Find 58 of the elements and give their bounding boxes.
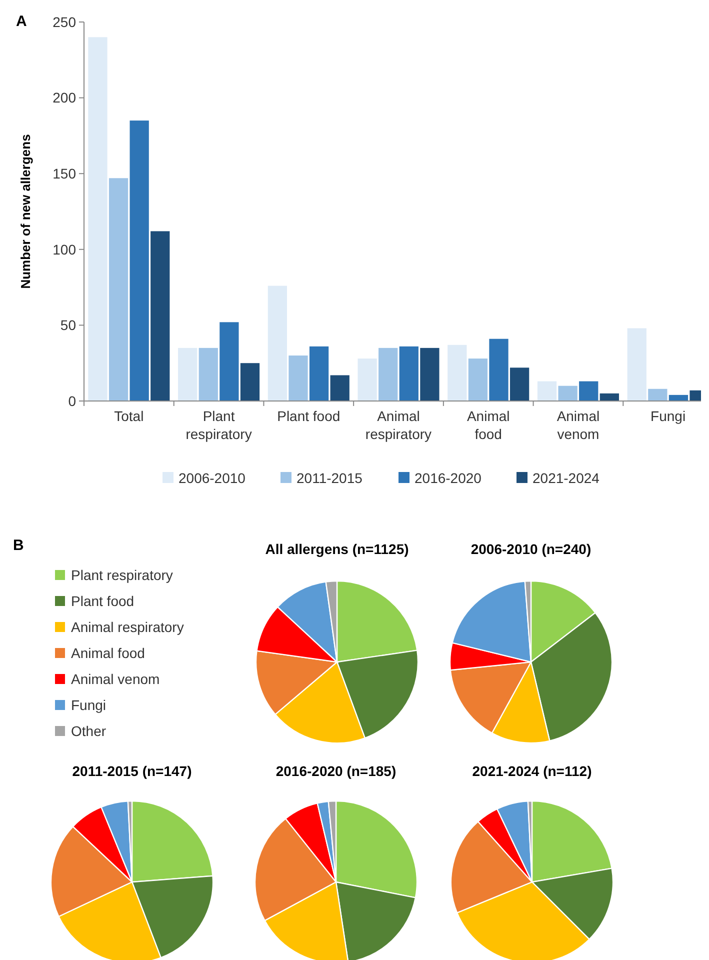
bar bbox=[268, 286, 288, 401]
y-tick-label: 0 bbox=[68, 392, 76, 409]
y-tick-label: 200 bbox=[52, 90, 76, 106]
bar bbox=[420, 348, 440, 401]
text: A bbox=[16, 13, 27, 30]
x-tick-label: Total bbox=[114, 408, 144, 424]
chart-title: All allergens (n=1125) bbox=[265, 541, 409, 557]
legend-label: Animal respiratory bbox=[71, 618, 184, 635]
bar bbox=[600, 393, 619, 401]
bar bbox=[627, 328, 646, 401]
y-tick-label: 100 bbox=[52, 241, 76, 258]
y-axis-title: Number of new allergens bbox=[18, 134, 33, 289]
bar bbox=[88, 37, 108, 401]
bar bbox=[378, 348, 398, 401]
x-tick-label: Animal respiratory bbox=[365, 408, 432, 442]
legend-label: 2006-2010 bbox=[178, 470, 246, 486]
chart-title: 2016-2020 (n=185) bbox=[276, 763, 396, 779]
bar bbox=[399, 346, 418, 401]
x-tick-label: Animal food bbox=[466, 408, 510, 442]
x-tick-label: Plant food bbox=[277, 408, 340, 424]
y-tick-label: 250 bbox=[52, 14, 76, 30]
bar bbox=[579, 381, 598, 401]
x-tick-label: Animal venom bbox=[556, 408, 600, 442]
bar bbox=[510, 368, 530, 401]
legend-label: 2021-2024 bbox=[532, 470, 600, 486]
legend-label: Animal food bbox=[71, 644, 145, 661]
bar bbox=[309, 346, 329, 401]
bar bbox=[108, 178, 128, 401]
y-tick-label: 50 bbox=[60, 317, 76, 334]
legend-label: Fungi bbox=[71, 696, 106, 713]
legend-label: Other bbox=[71, 722, 106, 739]
bar bbox=[537, 381, 557, 401]
legend-label: Plant respiratory bbox=[71, 566, 173, 583]
bar bbox=[648, 388, 668, 401]
legend-label: 2016-2020 bbox=[414, 470, 482, 486]
bar bbox=[358, 358, 377, 401]
text: B bbox=[13, 537, 24, 554]
chart-title: 2006-2010 (n=240) bbox=[470, 541, 592, 557]
bar bbox=[178, 348, 198, 401]
x-tick-label: Plant respiratory bbox=[186, 408, 252, 442]
y-tick-label: 150 bbox=[52, 166, 76, 182]
bar bbox=[240, 363, 260, 401]
bar bbox=[150, 231, 170, 401]
legend-label: 2011-2015 bbox=[296, 470, 363, 486]
bar bbox=[198, 348, 218, 401]
bar bbox=[220, 322, 239, 401]
bar bbox=[448, 344, 467, 401]
bar bbox=[330, 375, 350, 401]
bar bbox=[558, 386, 578, 401]
chart-title: 2011-2015 (n=147) bbox=[72, 763, 192, 779]
legend-label: Animal venom bbox=[71, 670, 160, 687]
bar bbox=[288, 356, 308, 401]
chart-title: 2021-2024 (n=112) bbox=[472, 763, 592, 779]
bar bbox=[130, 120, 149, 401]
legend-label: Plant food bbox=[71, 592, 134, 609]
bar bbox=[489, 338, 508, 401]
bar bbox=[468, 358, 488, 401]
x-tick-label: Fungi bbox=[650, 408, 686, 424]
